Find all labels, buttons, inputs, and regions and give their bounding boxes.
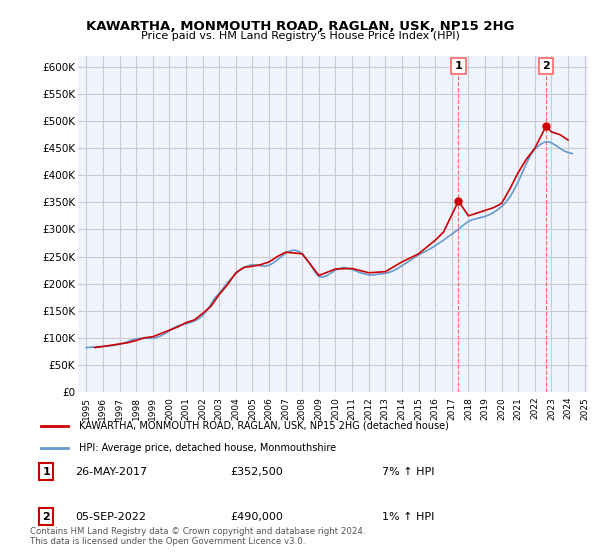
Text: HPI: Average price, detached house, Monmouthshire: HPI: Average price, detached house, Monm… xyxy=(79,443,336,453)
Text: 2: 2 xyxy=(43,512,50,521)
Text: 7% ↑ HPI: 7% ↑ HPI xyxy=(382,467,434,477)
Text: 2: 2 xyxy=(542,61,550,71)
Text: 1: 1 xyxy=(43,467,50,477)
Text: 1% ↑ HPI: 1% ↑ HPI xyxy=(382,512,434,521)
Text: £352,500: £352,500 xyxy=(230,467,283,477)
Text: Price paid vs. HM Land Registry's House Price Index (HPI): Price paid vs. HM Land Registry's House … xyxy=(140,31,460,41)
Text: KAWARTHA, MONMOUTH ROAD, RAGLAN, USK, NP15 2HG: KAWARTHA, MONMOUTH ROAD, RAGLAN, USK, NP… xyxy=(86,20,514,32)
Text: 1: 1 xyxy=(455,61,462,71)
Text: 05-SEP-2022: 05-SEP-2022 xyxy=(76,512,146,521)
Text: 26-MAY-2017: 26-MAY-2017 xyxy=(75,467,147,477)
Text: £490,000: £490,000 xyxy=(230,512,283,521)
Text: Contains HM Land Registry data © Crown copyright and database right 2024.
This d: Contains HM Land Registry data © Crown c… xyxy=(30,526,365,546)
Text: KAWARTHA, MONMOUTH ROAD, RAGLAN, USK, NP15 2HG (detached house): KAWARTHA, MONMOUTH ROAD, RAGLAN, USK, NP… xyxy=(79,421,448,431)
